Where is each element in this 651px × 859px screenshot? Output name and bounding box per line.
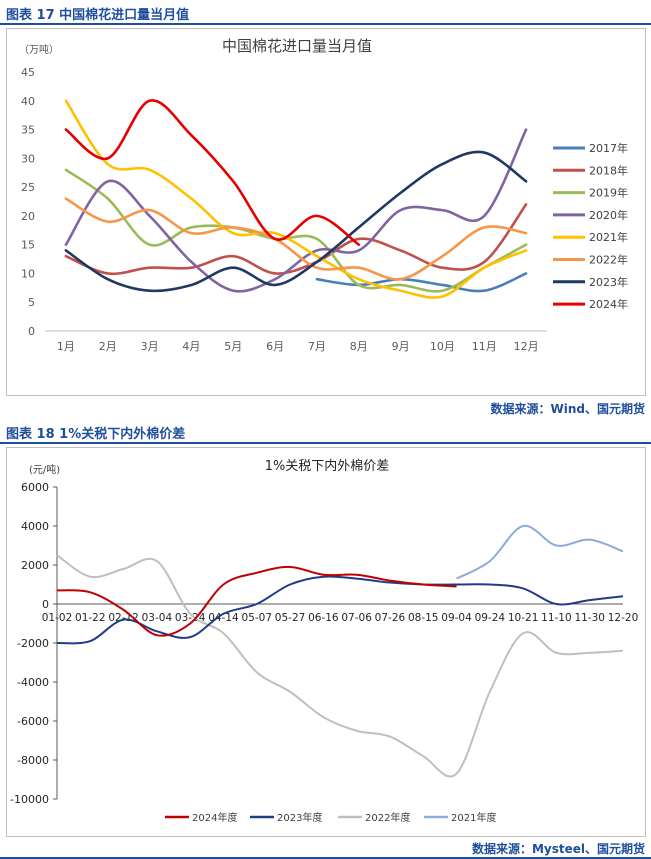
chart-1-title: 中国棉花进口量当月值 — [222, 37, 372, 55]
figure-18-caption: 图表 18 1%关税下内外棉价差 — [6, 427, 186, 442]
chart-1-x-tick-label: 10月 — [430, 340, 455, 353]
chart-1-series-line — [315, 272, 528, 293]
chart-1-y-tick-label: 25 — [21, 181, 35, 194]
chart-1-x-tick-label: 7月 — [308, 340, 326, 353]
import-volume-chart: 中国棉花进口量当月值 （万吨） 0 5 10 15 20 25 30 35 40 45 1月 2月 3月 4月… — [19, 37, 628, 353]
chart-2-panel: 1%关税下内外棉价差 (元/吨) -10000 -8000 -6000 -4000 -200… — [6, 447, 646, 837]
chart-1-legend-label: 2022年 — [589, 253, 628, 267]
chart-2-x-tick-label: 07-26 — [375, 612, 406, 624]
chart-2-title: 1%关税下内外棉价差 — [265, 458, 390, 474]
chart-1-series-line — [64, 99, 361, 246]
chart-2-y-tick-label: -10000 — [10, 793, 49, 806]
chart-1-x-tick-label: 4月 — [182, 340, 200, 353]
chart-2-legend-label: 2022年度 — [365, 811, 410, 824]
chart-2-y-tick-label: 2000 — [21, 559, 49, 572]
chart-1-legend-label: 2021年 — [589, 230, 628, 244]
chart-2-x-tick-label: 09-04 — [441, 612, 472, 624]
chart-2-series-line — [56, 575, 624, 645]
chart-2-x-tick-label: 07-06 — [341, 612, 372, 624]
chart-1-x-tick-label: 12月 — [514, 340, 539, 353]
chart-1-series-line — [64, 197, 528, 281]
chart-1-y-tick-label: 5 — [28, 296, 35, 309]
price-spread-chart: 1%关税下内外棉价差 (元/吨) -10000 -8000 -6000 -4000 -200… — [10, 458, 639, 824]
chart-2-series-line — [56, 565, 457, 637]
chart-1-legend-label: 2019年 — [589, 186, 628, 200]
chart-1-series-line — [64, 99, 528, 299]
chart-2-x-tick-label: 01-02 — [42, 612, 73, 624]
chart-2-legend-label: 2024年度 — [192, 811, 237, 824]
chart-1-x-tick-label: 5月 — [224, 340, 242, 353]
chart-2-y-tick-label: -6000 — [17, 715, 49, 728]
chart-1-series-line — [64, 168, 528, 293]
chart-2-x-tick-label: 03-04 — [142, 612, 173, 624]
chart-2-x-tick-label: 11-30 — [574, 612, 605, 624]
chart-2-legend-label: 2023年度 — [277, 811, 322, 824]
chart-1-legend-label: 2018年 — [589, 163, 628, 177]
chart-2-y-tick-label: 6000 — [21, 481, 49, 494]
chart-1-series-line — [64, 203, 528, 276]
chart-1-y-tick-label: 45 — [21, 66, 35, 79]
chart-2-unit: (元/吨) — [29, 463, 60, 476]
chart-2-x-tick-label: 10-21 — [508, 612, 539, 624]
chart-1-series-line — [64, 128, 528, 293]
chart-1-y-tick-label: 40 — [21, 95, 35, 108]
figure-17-rule — [0, 23, 651, 25]
chart-2-x-tick-label: 05-27 — [275, 612, 306, 624]
chart-2-series-line — [56, 554, 624, 778]
bottom-rule — [0, 857, 651, 859]
chart-2-x-tick-label: 04-14 — [208, 612, 239, 624]
chart-1-legend-label: 2023年 — [589, 275, 628, 289]
chart-1-x-tick-label: 6月 — [266, 340, 284, 353]
chart-2-y-tick-label: -2000 — [17, 637, 49, 650]
chart-1-legend-label: 2017年 — [589, 141, 628, 155]
chart-1-series-line — [64, 150, 528, 293]
chart-2-x-tick-label: 06-16 — [308, 612, 339, 624]
chart-1-y-tick-label: 10 — [21, 267, 35, 280]
chart-2-series-line — [456, 524, 624, 580]
chart-1-x-tick-label: 1月 — [57, 340, 75, 353]
chart-2-y-tick-label: -8000 — [17, 754, 49, 767]
chart-1-x-tick-label: 9月 — [392, 340, 410, 353]
chart-1-y-tick-label: 30 — [21, 152, 35, 165]
chart-2-x-tick-label: 08-15 — [408, 612, 439, 624]
chart-2-y-tick-label: -4000 — [17, 676, 49, 689]
chart-1-y-tick-label: 20 — [21, 210, 35, 223]
chart-1-legend-label: 2024年 — [589, 297, 628, 311]
figure-17-caption: 图表 17 中国棉花进口量当月值 — [6, 8, 190, 23]
figure-18-rule — [0, 442, 651, 444]
chart-1-x-tick-label: 2月 — [99, 340, 117, 353]
chart-2-x-tick-label: 12-20 — [608, 612, 639, 624]
chart-1-y-tick-label: 0 — [28, 325, 35, 338]
chart-2-x-tick-label: 09-24 — [475, 612, 506, 624]
chart-2-x-tick-label: 11-10 — [541, 612, 572, 624]
chart-2-y-tick-label: 0 — [42, 598, 49, 611]
chart-1-x-tick-label: 8月 — [350, 340, 368, 353]
chart-1-x-tick-label: 3月 — [141, 340, 159, 353]
chart-2-x-tick-label: 05-07 — [242, 612, 273, 624]
chart-1-unit: （万吨） — [19, 43, 59, 56]
chart-1-panel: 中国棉花进口量当月值 （万吨） 0 5 10 15 20 25 30 35 40 45 1月 2月 3月 4月… — [6, 28, 646, 396]
chart-1-y-tick-label: 15 — [21, 239, 35, 252]
figure-17-source: 数据来源：Wind、国元期货 — [490, 402, 645, 416]
chart-1-x-tick-label: 11月 — [472, 340, 497, 353]
chart-2-legend-label: 2021年度 — [451, 811, 496, 824]
figure-18-source: 数据来源：Mysteel、国元期货 — [471, 842, 645, 856]
chart-2-y-tick-label: 4000 — [21, 520, 49, 533]
chart-2-x-tick-label: 01-22 — [75, 612, 106, 624]
chart-1-y-tick-label: 35 — [21, 124, 35, 137]
chart-1-legend-label: 2020年 — [589, 208, 628, 222]
